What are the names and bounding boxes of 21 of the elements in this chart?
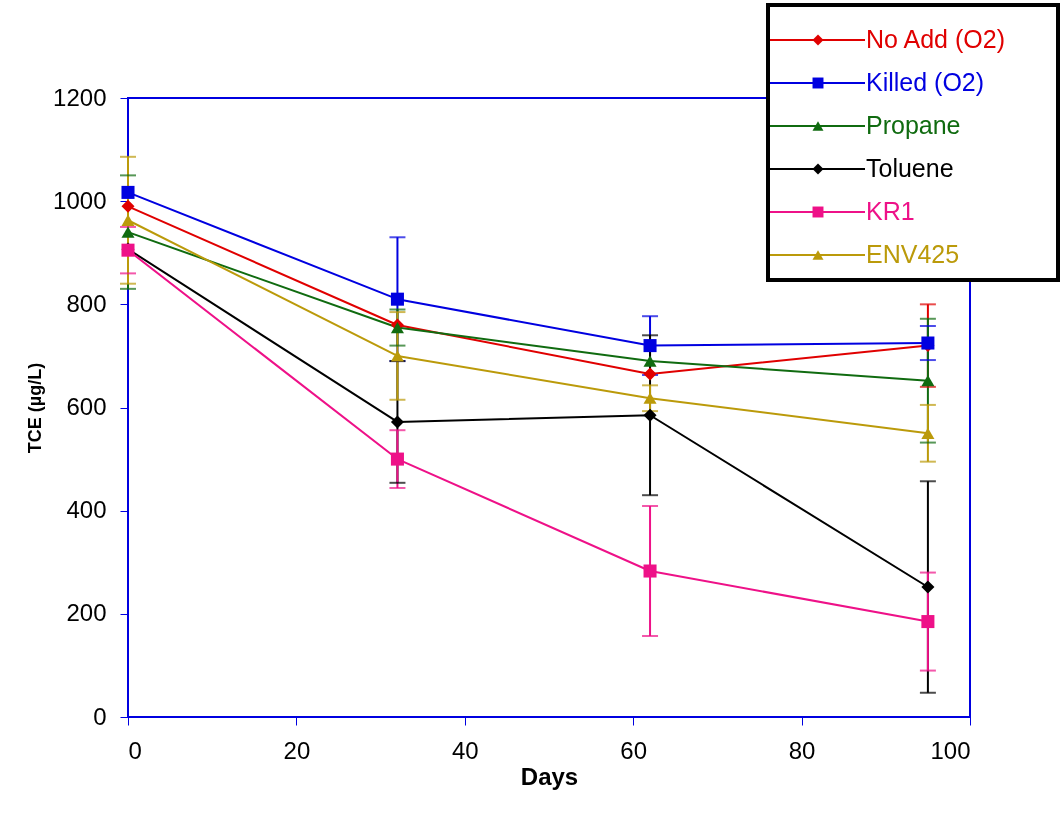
y-axis-title: TCE (µg/L) bbox=[25, 362, 46, 454]
legend-label: Killed (O2) bbox=[866, 68, 985, 96]
legend-label: ENV425 bbox=[866, 240, 960, 268]
y-tick-label: 1200 bbox=[53, 83, 107, 111]
y-tick-label: 400 bbox=[66, 496, 107, 524]
x-axis-title: Days bbox=[520, 762, 579, 790]
y-tick-label: 0 bbox=[93, 702, 107, 730]
y-tick-label: 600 bbox=[66, 393, 107, 420]
legend-label: Propane bbox=[866, 111, 961, 139]
x-tick-label: 0 bbox=[128, 736, 142, 764]
y-tick-label: 800 bbox=[66, 289, 107, 317]
x-tick-label: 60 bbox=[620, 736, 648, 764]
legend-label: Toluene bbox=[866, 154, 954, 182]
x-tick-label: 100 bbox=[930, 736, 971, 764]
y-tick-label: 1000 bbox=[53, 186, 107, 214]
x-tick-label: 80 bbox=[788, 736, 816, 764]
x-tick-label: 40 bbox=[451, 736, 479, 764]
y-tick-label: 200 bbox=[66, 599, 107, 627]
legend-label: KR1 bbox=[866, 197, 915, 225]
x-tick-label: 20 bbox=[283, 736, 311, 764]
legend-label: No Add (O2) bbox=[866, 25, 1005, 53]
